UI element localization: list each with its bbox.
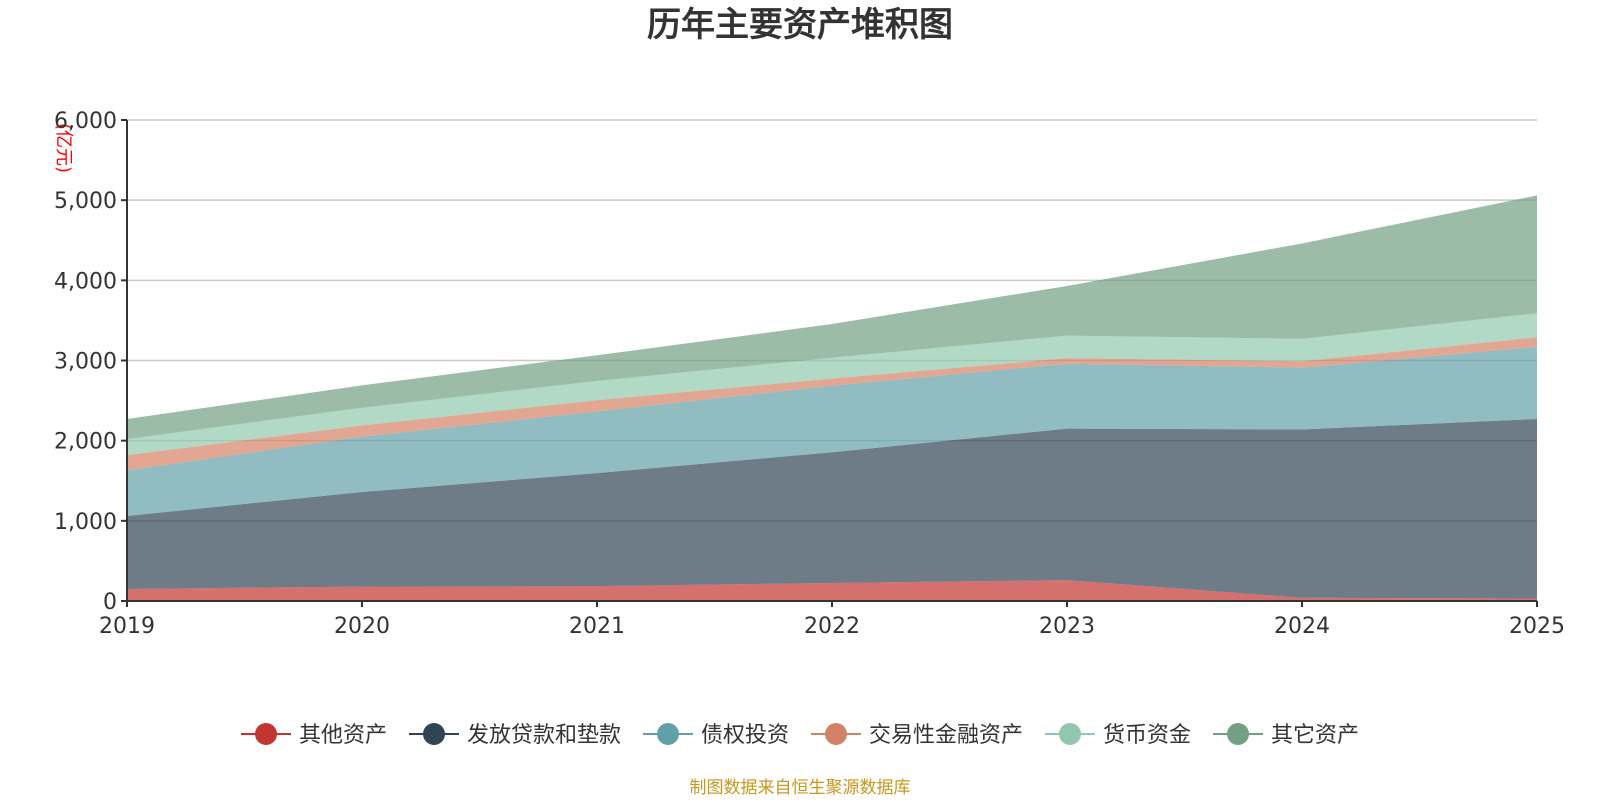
legend-marker bbox=[1227, 723, 1249, 745]
y-tick-label: 3,000 bbox=[54, 350, 117, 375]
legend-marker bbox=[255, 723, 277, 745]
area-series-5 bbox=[127, 195, 1537, 440]
y-tick-label: 2,000 bbox=[54, 430, 117, 455]
x-tick-label: 2024 bbox=[1274, 614, 1330, 639]
legend-item-3[interactable]: 交易性金融资产 bbox=[811, 723, 1023, 748]
area-series-1 bbox=[127, 419, 1537, 599]
area-series-0 bbox=[127, 580, 1537, 601]
area-series-4 bbox=[127, 313, 1537, 456]
area-series-2 bbox=[127, 346, 1537, 517]
axes: 0 1,000 2,000 3,000 4,000 5,000 6,000 2019 2020 2… bbox=[54, 109, 1565, 639]
legend-marker bbox=[423, 723, 445, 745]
source-note: 制图数据来自恒生聚源数据库 bbox=[690, 778, 911, 798]
legend-item-1[interactable]: 发放贷款和垫款 bbox=[409, 723, 621, 748]
legend-item-5[interactable]: 其它资产 bbox=[1213, 723, 1359, 748]
legend-marker bbox=[657, 723, 679, 745]
x-tick-label: 2025 bbox=[1509, 614, 1565, 639]
y-tick-label: 1,000 bbox=[54, 510, 117, 535]
area-series bbox=[127, 195, 1537, 601]
legend-label: 债权投资 bbox=[701, 723, 789, 748]
x-tick-label: 2023 bbox=[1039, 614, 1095, 639]
x-tick-label: 2020 bbox=[334, 614, 390, 639]
legend-item-2[interactable]: 债权投资 bbox=[643, 723, 789, 748]
legend-label: 其他资产 bbox=[299, 723, 387, 748]
y-axis-unit-label: (亿元) bbox=[53, 123, 74, 173]
y-tick-label: 0 bbox=[103, 590, 117, 615]
y-tick-label: 6,000 bbox=[54, 109, 117, 134]
legend-marker bbox=[1059, 723, 1081, 745]
legend-marker bbox=[825, 723, 847, 745]
legend-label: 其它资产 bbox=[1271, 723, 1359, 748]
legend-item-0[interactable]: 其他资产 bbox=[241, 723, 387, 748]
x-tick-label: 2021 bbox=[569, 614, 625, 639]
x-tick-label: 2022 bbox=[804, 614, 860, 639]
y-tick-label: 4,000 bbox=[54, 269, 117, 294]
legend-label: 交易性金融资产 bbox=[869, 723, 1023, 748]
chart-title: 历年主要资产堆积图 bbox=[647, 5, 953, 45]
legend[interactable]: 其他资产 发放贷款和垫款 债权投资 交易性金融资产 货币资金 其它资产 bbox=[241, 723, 1359, 748]
legend-label: 货币资金 bbox=[1103, 723, 1191, 748]
y-tick-label: 5,000 bbox=[54, 189, 117, 214]
legend-item-4[interactable]: 货币资金 bbox=[1045, 723, 1191, 748]
x-tick-label: 2019 bbox=[99, 614, 155, 639]
legend-label: 发放贷款和垫款 bbox=[467, 723, 621, 748]
